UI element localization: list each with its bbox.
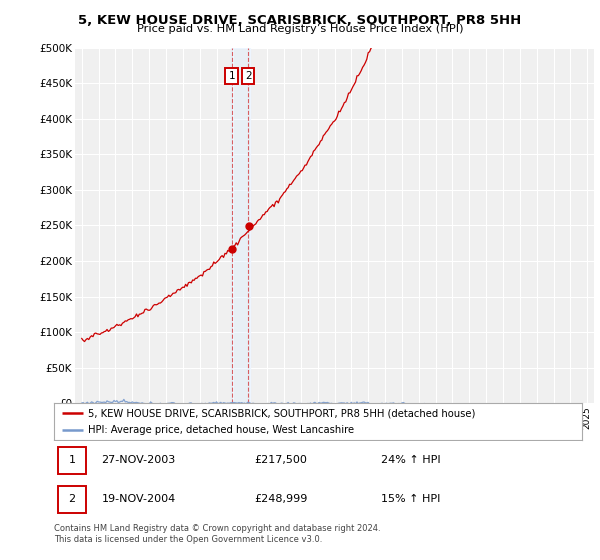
Text: 5, KEW HOUSE DRIVE, SCARISBRICK, SOUTHPORT, PR8 5HH: 5, KEW HOUSE DRIVE, SCARISBRICK, SOUTHPO… xyxy=(79,14,521,27)
Text: £248,999: £248,999 xyxy=(254,494,308,504)
Text: 1: 1 xyxy=(229,71,235,81)
Text: HPI: Average price, detached house, West Lancashire: HPI: Average price, detached house, West… xyxy=(88,425,355,435)
Text: 27-NOV-2003: 27-NOV-2003 xyxy=(101,455,176,465)
Text: £217,500: £217,500 xyxy=(254,455,308,465)
Text: 19-NOV-2004: 19-NOV-2004 xyxy=(101,494,176,504)
FancyBboxPatch shape xyxy=(58,447,86,474)
Text: 15% ↑ HPI: 15% ↑ HPI xyxy=(382,494,441,504)
Text: Price paid vs. HM Land Registry’s House Price Index (HPI): Price paid vs. HM Land Registry’s House … xyxy=(137,24,463,34)
Bar xyxy=(230,48,250,403)
FancyBboxPatch shape xyxy=(58,486,86,514)
Text: 2: 2 xyxy=(68,494,76,504)
Text: Contains HM Land Registry data © Crown copyright and database right 2024.
This d: Contains HM Land Registry data © Crown c… xyxy=(54,524,380,544)
Text: 2: 2 xyxy=(245,71,251,81)
Text: 5, KEW HOUSE DRIVE, SCARISBRICK, SOUTHPORT, PR8 5HH (detached house): 5, KEW HOUSE DRIVE, SCARISBRICK, SOUTHPO… xyxy=(88,408,476,418)
Text: 24% ↑ HPI: 24% ↑ HPI xyxy=(382,455,441,465)
Text: 1: 1 xyxy=(68,455,76,465)
